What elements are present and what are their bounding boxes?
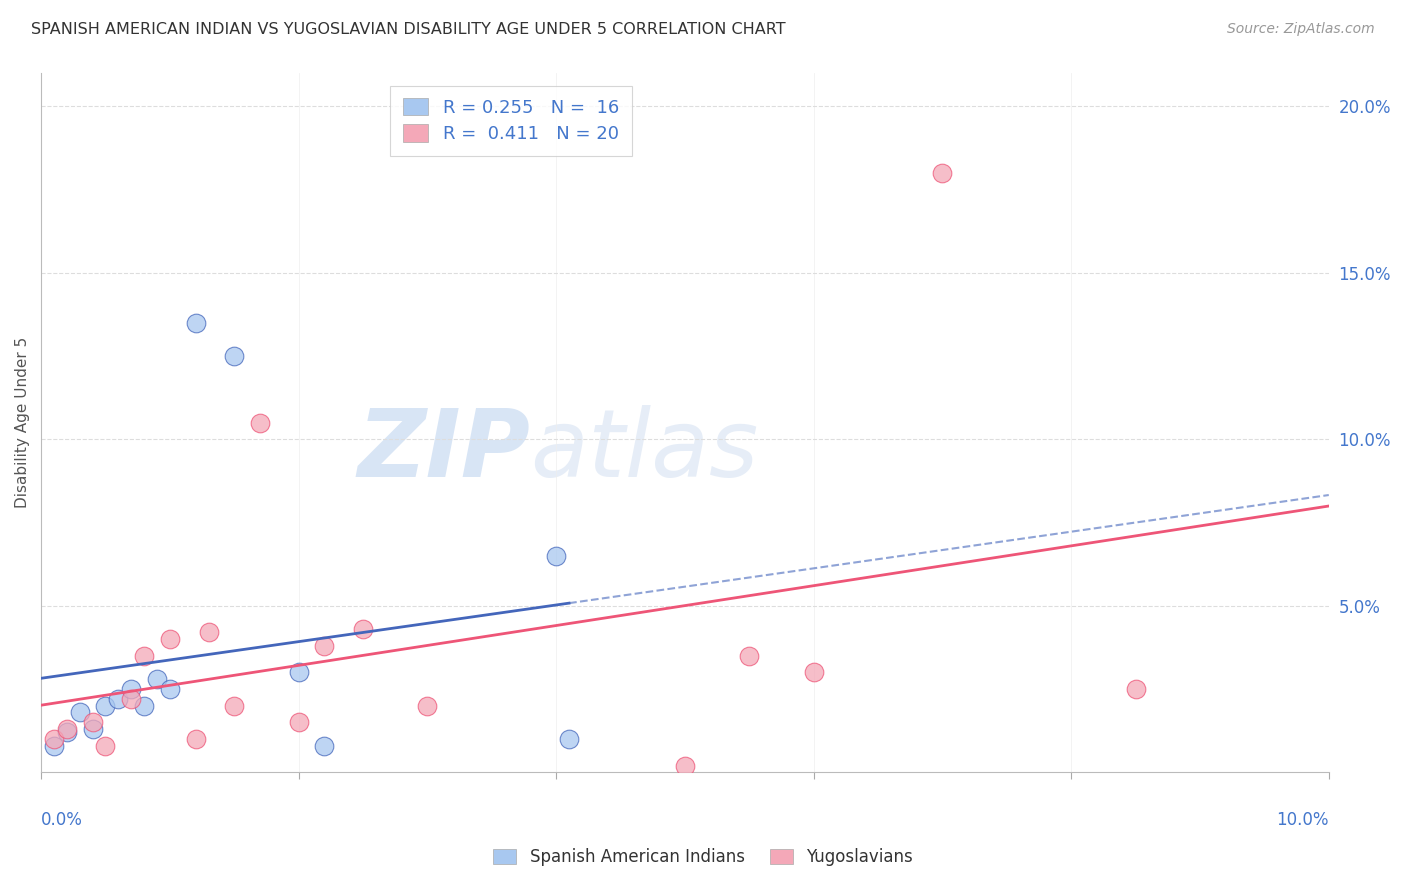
Point <box>184 316 207 330</box>
Point <box>82 715 104 730</box>
Legend: R = 0.255   N =  16, R =  0.411   N = 20: R = 0.255 N = 16, R = 0.411 N = 20 <box>391 86 631 155</box>
Point <box>120 681 142 696</box>
Point <box>224 349 246 363</box>
Point <box>134 648 156 663</box>
Point <box>159 632 181 646</box>
Point <box>738 648 761 663</box>
Point <box>159 681 181 696</box>
Point <box>197 625 219 640</box>
Text: SPANISH AMERICAN INDIAN VS YUGOSLAVIAN DISABILITY AGE UNDER 5 CORRELATION CHART: SPANISH AMERICAN INDIAN VS YUGOSLAVIAN D… <box>31 22 786 37</box>
Point <box>249 416 271 430</box>
Legend: Spanish American Indians, Yugoslavians: Spanish American Indians, Yugoslavians <box>485 840 921 875</box>
Point <box>352 622 374 636</box>
Point <box>94 739 117 753</box>
Point <box>673 758 696 772</box>
Text: atlas: atlas <box>530 405 759 496</box>
Point <box>42 739 65 753</box>
Point <box>931 166 953 180</box>
Text: ZIP: ZIP <box>357 405 530 497</box>
Point <box>120 692 142 706</box>
Text: 0.0%: 0.0% <box>41 811 83 829</box>
Y-axis label: Disability Age Under 5: Disability Age Under 5 <box>15 337 30 508</box>
Point <box>134 698 156 713</box>
Point <box>94 698 117 713</box>
Text: Source: ZipAtlas.com: Source: ZipAtlas.com <box>1227 22 1375 37</box>
Point <box>287 665 309 680</box>
Point <box>69 705 91 719</box>
Point <box>1125 681 1147 696</box>
Point <box>803 665 825 680</box>
Point <box>314 639 336 653</box>
Point <box>287 715 309 730</box>
Point <box>56 725 79 739</box>
Point <box>184 731 207 746</box>
Point <box>224 698 246 713</box>
Point <box>82 722 104 736</box>
Point <box>546 549 568 563</box>
Point <box>416 698 439 713</box>
Point <box>146 672 169 686</box>
Point <box>558 731 581 746</box>
Point <box>42 731 65 746</box>
Point <box>314 739 336 753</box>
Text: 10.0%: 10.0% <box>1277 811 1329 829</box>
Point <box>56 722 79 736</box>
Point <box>107 692 129 706</box>
